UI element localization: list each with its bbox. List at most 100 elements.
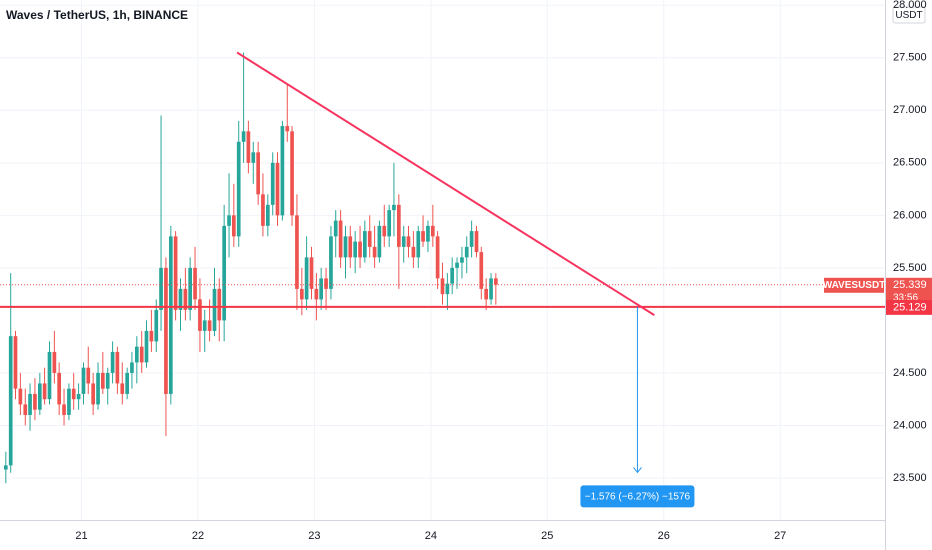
candle-body <box>440 278 445 295</box>
candle-body <box>367 231 372 247</box>
candle-body <box>188 267 193 310</box>
candle-body <box>353 241 358 258</box>
candle-body <box>81 367 86 394</box>
currency-label[interactable]: USDT <box>895 10 922 21</box>
candle-body <box>198 299 202 331</box>
candle-body <box>159 267 163 310</box>
candle-body <box>329 236 333 289</box>
candle-body <box>343 236 348 258</box>
hline-price-box <box>886 299 932 315</box>
candle-body <box>450 267 455 284</box>
candle-body <box>57 372 61 405</box>
y-tick-label: 24.500 <box>893 367 927 379</box>
candle-body <box>358 241 362 258</box>
candle-body <box>110 351 115 373</box>
x-tick-label: 26 <box>658 530 670 542</box>
candle-body <box>105 372 110 389</box>
y-tick-label: 26.500 <box>893 157 927 169</box>
candle-body <box>207 320 212 331</box>
candle-body <box>193 267 197 300</box>
candle-body <box>52 351 57 373</box>
candle-body <box>474 231 479 253</box>
candle-body <box>178 288 183 310</box>
plot: −1.576 (−6.27%) −1576 <box>0 51 885 508</box>
candle-body <box>47 351 52 400</box>
candle-body <box>469 231 474 247</box>
chart-title: Waves / TetherUS, 1h, BINANCE <box>6 8 188 22</box>
candle-body <box>479 252 484 289</box>
candle-body <box>430 225 435 237</box>
candle-body <box>23 404 28 415</box>
candle-body <box>91 383 96 405</box>
candle-body <box>168 236 173 394</box>
candle-body <box>67 388 71 415</box>
candle-body <box>8 336 13 466</box>
trend-line <box>236 51 655 316</box>
x-tick-label: 24 <box>425 530 437 542</box>
candle-body <box>377 225 382 258</box>
candle-body <box>130 362 134 373</box>
candle-body <box>96 372 100 405</box>
x-tick-label: 27 <box>774 530 786 542</box>
candle-body <box>261 194 265 226</box>
candle-body <box>125 372 130 394</box>
candle-body <box>33 393 37 410</box>
candle-body <box>227 215 231 226</box>
candle-body <box>314 288 319 300</box>
candle-body <box>285 126 290 132</box>
candle-body <box>144 330 149 363</box>
candle-body <box>173 236 178 310</box>
candle-body <box>76 393 81 400</box>
symbol-label-box <box>824 277 884 293</box>
candle-body <box>231 215 236 237</box>
candle-body <box>270 162 275 205</box>
x-tick-label: 22 <box>192 530 204 542</box>
hline-price-label: 25.129 <box>893 301 927 313</box>
x-tick-label: 25 <box>541 530 553 542</box>
candle-body <box>299 288 304 300</box>
candle-body <box>251 152 256 163</box>
candle-body <box>241 131 246 142</box>
candle-body <box>387 210 392 237</box>
candle-body <box>28 393 32 415</box>
candle-body <box>37 383 42 410</box>
candle-body <box>455 262 459 268</box>
candle-body <box>445 283 450 295</box>
measure-label-box <box>580 485 695 508</box>
candle-body <box>396 204 401 247</box>
axes: 28.000 27.500 27.000 26.500 26.000 25.500 24.5… <box>75 0 932 542</box>
currency-box[interactable] <box>892 6 926 24</box>
candle-body <box>348 236 353 258</box>
y-tick-label: 28.000 <box>893 0 927 11</box>
candle-body <box>222 225 227 321</box>
candle-body <box>411 246 416 258</box>
y-tick-label: 25.500 <box>893 262 927 274</box>
candle-body <box>183 288 188 310</box>
candle-body <box>484 288 489 300</box>
last-price-label: 25.339 <box>893 279 927 291</box>
candle-body <box>333 220 338 237</box>
candle-body <box>18 388 23 405</box>
candle-body <box>115 351 120 384</box>
candle-body <box>280 126 285 216</box>
candle-body <box>3 465 8 470</box>
symbol-label: WAVESUSDT <box>823 280 886 291</box>
candle-body <box>134 346 139 363</box>
candle-body <box>493 278 498 285</box>
candle-body <box>42 383 47 400</box>
candle-body <box>435 236 440 279</box>
candle-body <box>295 215 299 289</box>
candle-body <box>392 204 396 211</box>
candle-body <box>217 288 222 321</box>
candle-body <box>275 162 280 216</box>
candle-body <box>202 320 207 331</box>
candle-body <box>416 231 421 258</box>
candle-body <box>212 288 217 331</box>
y-tick-label: 23.500 <box>893 472 927 484</box>
candle-body <box>290 131 294 216</box>
countdown-label: 33:56 <box>893 292 918 303</box>
candle-body <box>71 388 76 400</box>
candle-body <box>421 231 425 242</box>
candle-body <box>13 336 18 389</box>
